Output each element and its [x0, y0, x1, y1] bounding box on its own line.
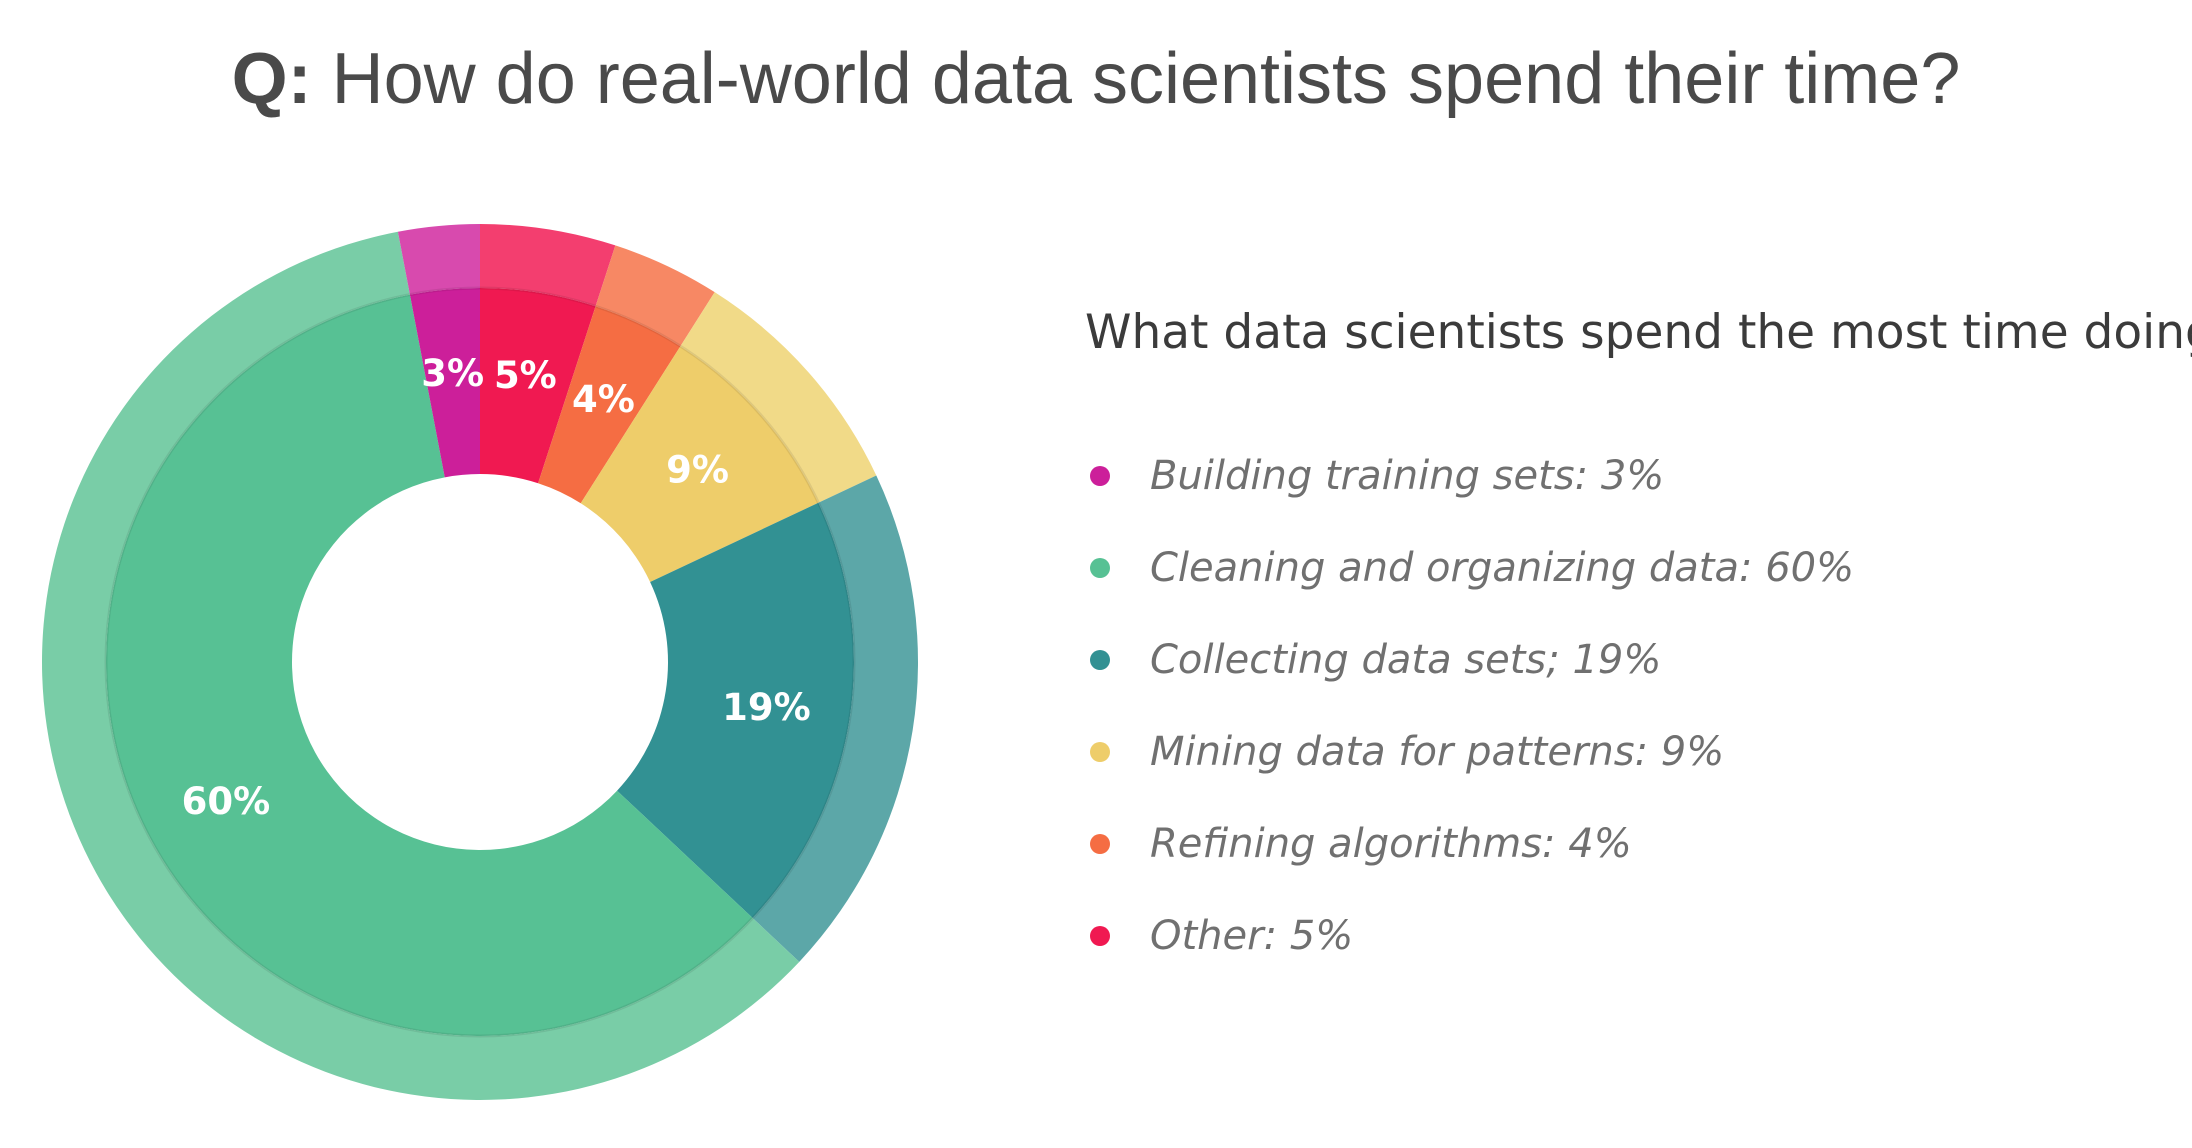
legend-label-refining-algorithms: Refining algorithms: 4%: [1150, 821, 1632, 867]
legend-label-cleaning-and-organizing-data: Cleaning and organizing data: 60%: [1150, 545, 1855, 591]
slice-mining-data-for-patterns: [580, 346, 819, 582]
slice-refining-algorithms: [538, 306, 681, 504]
slice-label-mining-data-for-patterns: 9%: [666, 449, 729, 492]
slice-label-refining-algorithms: 4%: [572, 378, 635, 421]
title-text: How do real-world data scientists spend …: [331, 39, 1961, 119]
legend-item-cleaning-and-organizing-data: Cleaning and organizing data: 60%: [1090, 522, 1854, 614]
outer-ring: [41, 224, 918, 1100]
legend-item-collecting-data-sets: Collecting data sets; 19%: [1090, 614, 1854, 706]
outer-slice-mining-data-for-patterns: [680, 292, 877, 503]
slice-other: [480, 288, 596, 484]
legend-dot-cleaning-and-organizing-data: [1090, 558, 1110, 578]
legend-label-building-training-sets: Building training sets: 3%: [1150, 453, 1665, 499]
legend-dot-mining-data-for-patterns: [1090, 742, 1110, 762]
slice-cleaning-and-organizing-data: [106, 294, 753, 1036]
slice-label-other: 5%: [494, 354, 557, 397]
legend-label-collecting-data-sets: Collecting data sets; 19%: [1150, 637, 1662, 683]
legend-item-refining-algorithms: Refining algorithms: 4%: [1090, 798, 1854, 890]
slice-building-training-sets: [409, 288, 480, 478]
legend-item-mining-data-for-patterns: Mining data for patterns: 9%: [1090, 706, 1854, 798]
slice-labels: 5% 4% 9% 19% 60% 3%: [182, 352, 811, 823]
inner-ring: [104, 286, 856, 1038]
legend-dot-refining-algorithms: [1090, 834, 1110, 854]
outer-slice-collecting-data-sets: [752, 475, 918, 962]
legend-dot-building-training-sets: [1090, 466, 1110, 486]
outer-slice-other: [480, 224, 616, 307]
title-prefix: Q:: [231, 39, 312, 119]
slice-label-cleaning-and-organizing-data: 60%: [182, 780, 271, 823]
slice-collecting-data-sets: [617, 502, 854, 919]
ring-divider: [104, 286, 856, 1038]
slice-label-building-training-sets: 3%: [421, 352, 484, 395]
legend-title: What data scientists spend the most time…: [1085, 305, 2192, 360]
legend-dot-collecting-data-sets: [1090, 650, 1110, 670]
slice-label-collecting-data-sets: 19%: [722, 686, 811, 729]
outer-slice-cleaning-and-organizing-data: [41, 231, 800, 1100]
legend-label-other: Other: 5%: [1150, 913, 1354, 959]
legend-item-building-training-sets: Building training sets: 3%: [1090, 430, 1854, 522]
outer-slice-refining-algorithms: [595, 245, 715, 347]
legend-label-mining-data-for-patterns: Mining data for patterns: 9%: [1150, 729, 1725, 775]
donut-chart: 5% 4% 9% 19% 60% 3%: [41, 224, 918, 1100]
legend-item-other: Other: 5%: [1090, 890, 1854, 982]
legend-dot-other: [1090, 926, 1110, 946]
outer-slice-building-training-sets: [397, 224, 480, 295]
legend: Building training sets: 3% Cleaning and o…: [1090, 430, 1854, 982]
page-title: Q: How do real-world data scientists spe…: [0, 38, 2192, 120]
